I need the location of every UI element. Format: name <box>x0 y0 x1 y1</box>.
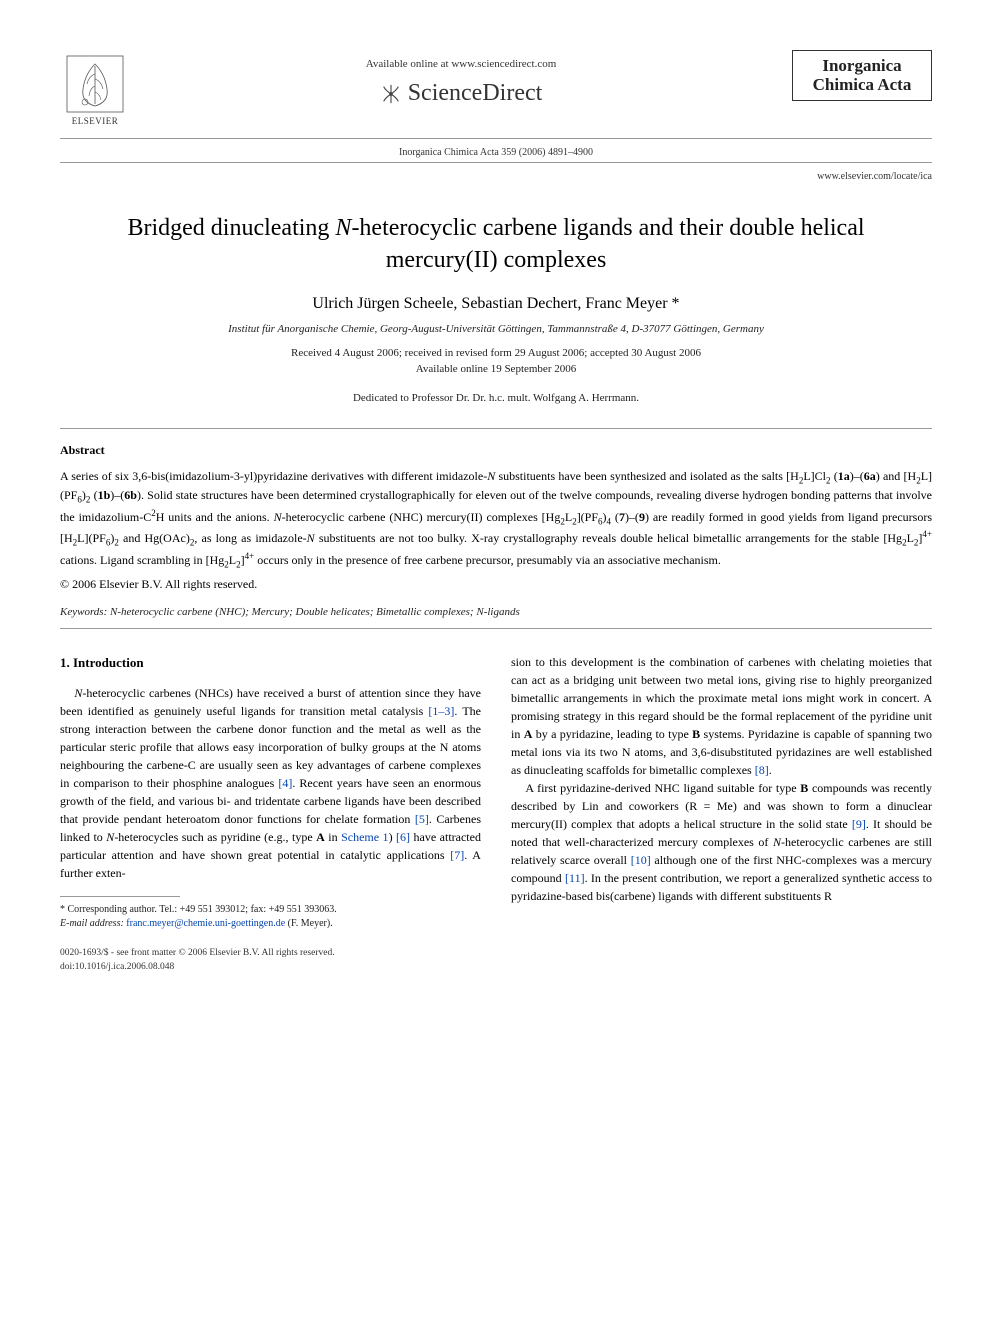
elsevier-label: ELSEVIER <box>72 116 119 126</box>
footer: 0020-1693/$ - see front matter © 2006 El… <box>60 947 932 974</box>
journal-name-line2: Chimica Acta <box>797 76 927 95</box>
abstract-copyright: © 2006 Elsevier B.V. All rights reserved… <box>60 577 932 592</box>
rule-top <box>60 138 932 139</box>
dates-line2: Available online 19 September 2006 <box>60 361 932 378</box>
rule-abstract-bottom <box>60 628 932 629</box>
journal-name-line1: Inorganica <box>797 57 927 76</box>
available-online-text: Available online at www.sciencedirect.co… <box>130 58 792 70</box>
locate-url: www.elsevier.com/locate/ica <box>60 171 932 182</box>
elsevier-tree-icon <box>65 54 125 114</box>
keywords: Keywords: N-heterocyclic carbene (NHC); … <box>60 606 932 618</box>
keywords-label: Keywords: <box>60 606 107 618</box>
sciencedirect-label: ScienceDirect <box>408 80 543 107</box>
rule-abstract-top <box>60 428 932 429</box>
footnote-corr: * Corresponding author. Tel.: +49 551 39… <box>60 903 481 917</box>
footnote-email-label: E-mail address: <box>60 918 124 929</box>
intro-paragraph-1-cont: sion to this development is the combinat… <box>511 653 932 779</box>
footer-line1: 0020-1693/$ - see front matter © 2006 El… <box>60 947 932 960</box>
abstract-heading: Abstract <box>60 443 932 458</box>
intro-paragraph-2: A first pyridazine-derived NHC ligand su… <box>511 779 932 905</box>
corresponding-author-footnote: * Corresponding author. Tel.: +49 551 39… <box>60 903 481 931</box>
rule-top-2 <box>60 162 932 163</box>
ref-5[interactable]: [5] <box>415 812 429 826</box>
ref-10[interactable]: [10] <box>631 853 651 867</box>
sciencedirect-brand: ScienceDirect <box>380 80 543 107</box>
ref-7[interactable]: [7] <box>450 848 464 862</box>
ref-8[interactable]: [8] <box>755 763 769 777</box>
center-header: Available online at www.sciencedirect.co… <box>130 50 792 110</box>
journal-box: Inorganica Chimica Acta <box>792 50 932 101</box>
two-column-body: 1. Introduction N-heterocyclic carbenes … <box>60 653 932 932</box>
footer-line2: doi:10.1016/j.ica.2006.08.048 <box>60 961 932 974</box>
journal-reference: Inorganica Chimica Acta 359 (2006) 4891–… <box>60 147 932 158</box>
article-title: Bridged dinucleating N-heterocyclic carb… <box>100 212 892 277</box>
footnote-email[interactable]: franc.meyer@chemie.uni-goettingen.de <box>126 918 285 929</box>
ref-11[interactable]: [11] <box>565 871 585 885</box>
ref-6[interactable]: [6] <box>396 830 410 844</box>
header-bar: ELSEVIER Available online at www.science… <box>60 50 932 130</box>
affiliation: Institut für Anorganische Chemie, Georg-… <box>100 323 892 335</box>
footnote-email-who: (F. Meyer). <box>288 918 333 929</box>
footnote-email-line: E-mail address: franc.meyer@chemie.uni-g… <box>60 917 481 931</box>
keywords-text: N-heterocyclic carbene (NHC); Mercury; D… <box>110 606 520 618</box>
ref-1-3[interactable]: [1–3] <box>428 704 454 718</box>
column-right: sion to this development is the combinat… <box>511 653 932 932</box>
authors: Ulrich Jürgen Scheele, Sebastian Dechert… <box>60 295 932 313</box>
footnote-rule <box>60 896 180 897</box>
ref-4[interactable]: [4] <box>278 776 292 790</box>
abstract-body: A series of six 3,6-bis(imidazolium-3-yl… <box>60 468 932 571</box>
journal-name: Inorganica Chimica Acta <box>792 50 932 101</box>
ref-9[interactable]: [9] <box>852 817 866 831</box>
column-left: 1. Introduction N-heterocyclic carbenes … <box>60 653 481 932</box>
elsevier-logo: ELSEVIER <box>60 50 130 130</box>
dates-block: Received 4 August 2006; received in revi… <box>60 345 932 378</box>
section-1-heading: 1. Introduction <box>60 653 481 673</box>
scheme-1-ref[interactable]: Scheme 1 <box>341 830 388 844</box>
intro-paragraph-1: N-heterocyclic carbenes (NHCs) have rece… <box>60 684 481 882</box>
dedication: Dedicated to Professor Dr. Dr. h.c. mult… <box>60 392 932 404</box>
sciencedirect-icon <box>380 83 402 105</box>
dates-line1: Received 4 August 2006; received in revi… <box>60 345 932 362</box>
